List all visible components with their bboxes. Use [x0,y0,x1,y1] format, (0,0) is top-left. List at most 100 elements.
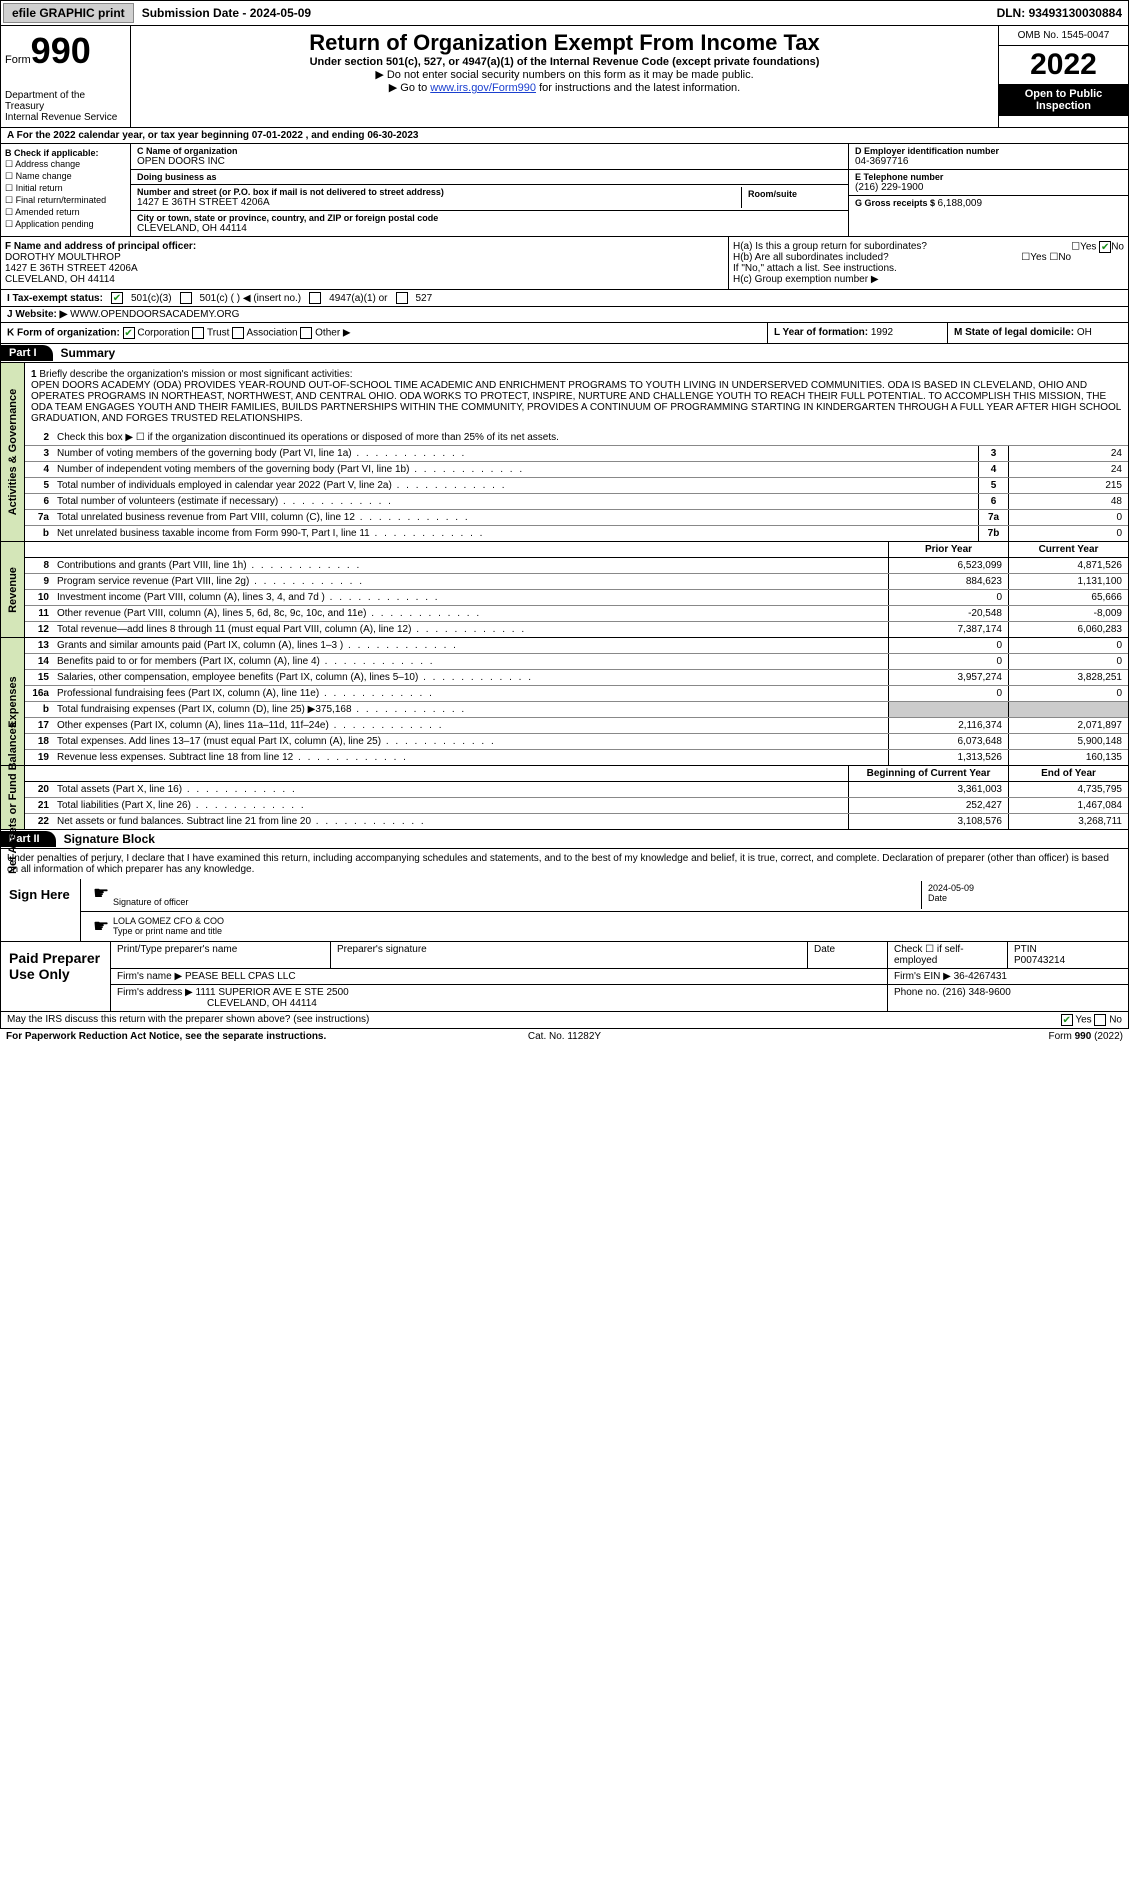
line-13: 13Grants and similar amounts paid (Part … [25,638,1128,654]
form-number: 990 [31,30,91,71]
discuss-row: May the IRS discuss this return with the… [0,1012,1129,1029]
net-col-header: Beginning of Current Year End of Year [25,766,1128,782]
open-to-public: Open to Public Inspection [999,84,1128,116]
line-2: 2Check this box ▶ ☐ if the organization … [25,430,1128,446]
city-state-zip: CLEVELAND, OH 44114 [137,223,842,234]
header-mid: Return of Organization Exempt From Incom… [131,26,998,127]
chk-initial-return[interactable]: ☐ Initial return [5,183,126,194]
chk-name-change[interactable]: ☐ Name change [5,171,126,182]
irs-label: Internal Revenue Service [5,112,126,123]
chk-501c[interactable] [180,292,192,304]
line-22: 22Net assets or fund balances. Subtract … [25,814,1128,829]
efile-print-button[interactable]: efile GRAPHIC print [3,3,134,23]
chk-other[interactable] [300,327,312,339]
penalty-statement: Under penalties of perjury, I declare th… [1,849,1128,879]
gross-receipts: 6,188,009 [938,198,983,209]
sign-arrow-icon: ☛ [87,881,107,909]
section-c: C Name of organization OPEN DOORS INC Do… [131,144,848,236]
revenue-col-header: Prior Year Current Year [25,542,1128,558]
row-m: M State of legal domicile: OH [948,323,1128,343]
website: WWW.OPENDOORSACADEMY.ORG [70,309,239,320]
chk-4947[interactable] [309,292,321,304]
vlabel-net-assets: Net Assets or Fund Balances [1,766,25,829]
org-name: OPEN DOORS INC [137,156,842,167]
chk-final-return[interactable]: ☐ Final return/terminated [5,195,126,206]
chk-amended-return[interactable]: ☐ Amended return [5,207,126,218]
officer-printed-name: LOLA GOMEZ CFO & COO [113,916,1116,926]
line-a: A For the 2022 calendar year, or tax yea… [0,128,1129,144]
section-expenses: Expenses 13Grants and similar amounts pa… [0,638,1129,766]
line-8: 8Contributions and grants (Part VIII, li… [25,558,1128,574]
line-20: 20Total assets (Part X, line 16)3,361,00… [25,782,1128,798]
paid-preparer-block: Paid Preparer Use Only Print/Type prepar… [0,942,1129,1012]
line-17: 17Other expenses (Part IX, column (A), l… [25,718,1128,734]
mission-text: OPEN DOORS ACADEMY (ODA) PROVIDES YEAR-R… [31,380,1121,424]
phone: (216) 229-1900 [855,182,1122,193]
firm-ein: 36-4267431 [954,971,1007,982]
row-klm: K Form of organization: Corporation Trus… [0,323,1129,344]
vlabel-activities: Activities & Governance [1,363,25,541]
section-net-assets: Net Assets or Fund Balances Beginning of… [0,766,1129,830]
firm-city: CLEVELAND, OH 44114 [207,998,317,1009]
discuss-no-checkbox[interactable] [1094,1014,1106,1026]
chk-trust[interactable] [192,327,204,339]
signature-block: Under penalties of perjury, I declare th… [0,849,1129,942]
submission-date-label: Submission Date - 2024-05-09 [136,4,317,22]
chk-501c3[interactable] [111,292,123,304]
signature-date: 2024-05-09 [928,883,1116,893]
dln: DLN: 93493130030884 [991,4,1128,22]
line-1: 1 Briefly describe the organization's mi… [25,363,1128,430]
firm-phone: (216) 348-9600 [942,987,1010,998]
street-address: 1427 E 36TH STREET 4206A [137,197,741,208]
form-title: Return of Organization Exempt From Incom… [135,30,994,56]
dept-treasury: Department of the Treasury [5,90,126,112]
firm-name: PEASE BELL CPAS LLC [185,971,296,982]
line-19: 19Revenue less expenses. Subtract line 1… [25,750,1128,765]
tax-year: 2022 [999,46,1128,84]
row-j: J Website: ▶ WWW.OPENDOORSACADEMY.ORG [0,307,1129,323]
gov-line-5: 5Total number of individuals employed in… [25,478,1128,494]
topbar: efile GRAPHIC print Submission Date - 20… [0,0,1129,26]
section-d: D Employer identification number 04-3697… [848,144,1128,236]
omb-number: OMB No. 1545-0047 [999,26,1128,46]
ha-no-checkbox[interactable] [1099,241,1111,253]
irs-link[interactable]: www.irs.gov/Form990 [430,82,536,94]
ptin: P00743214 [1014,955,1065,966]
section-b: B Check if applicable: ☐ Address change … [1,144,131,236]
line-15: 15Salaries, other compensation, employee… [25,670,1128,686]
chk-address-change[interactable]: ☐ Address change [5,159,126,170]
gov-line-7a: 7aTotal unrelated business revenue from … [25,510,1128,526]
form-footer: Form 990 (2022) [751,1031,1123,1042]
sign-arrow-icon-2: ☛ [87,914,107,939]
row-k: K Form of organization: Corporation Trus… [1,323,768,343]
goto-note: ▶ Go to www.irs.gov/Form990 for instruct… [135,81,994,94]
sign-here-label: Sign Here [1,879,81,941]
ein: 04-3697716 [855,156,1122,167]
line-12: 12Total revenue—add lines 8 through 11 (… [25,622,1128,637]
gov-line-4: 4Number of independent voting members of… [25,462,1128,478]
vlabel-revenue: Revenue [1,542,25,637]
officer-name: DOROTHY MOULTHROP [5,252,724,263]
line-9: 9Program service revenue (Part VIII, lin… [25,574,1128,590]
discuss-yes-checkbox[interactable] [1061,1014,1073,1026]
block-bcd: B Check if applicable: ☐ Address change … [0,144,1129,237]
chk-application-pending[interactable]: ☐ Application pending [5,219,126,230]
chk-association[interactable] [232,327,244,339]
line-10: 10Investment income (Part VIII, column (… [25,590,1128,606]
part1-header: Part I Summary [0,344,1129,363]
row-i: I Tax-exempt status: 501(c)(3) 501(c) ( … [0,290,1129,307]
gov-line-b: bNet unrelated business taxable income f… [25,526,1128,541]
ssn-note: ▶ Do not enter social security numbers o… [135,68,994,81]
section-revenue: Revenue Prior Year Current Year 8Contrib… [0,542,1129,638]
form-header: Form990 Department of the Treasury Inter… [0,26,1129,128]
line-11: 11Other revenue (Part VIII, column (A), … [25,606,1128,622]
self-employed-check[interactable]: Check ☐ if self-employed [888,942,1008,968]
firm-address: 1111 SUPERIOR AVE E STE 2500 [196,987,349,998]
chk-corporation[interactable] [123,327,135,339]
cat-no: Cat. No. 11282Y [378,1031,750,1042]
line-b: bTotal fundraising expenses (Part IX, co… [25,702,1128,718]
chk-527[interactable] [396,292,408,304]
gov-line-6: 6Total number of volunteers (estimate if… [25,494,1128,510]
block-fh: F Name and address of principal officer:… [0,237,1129,290]
part2-header: Part II Signature Block [0,830,1129,849]
